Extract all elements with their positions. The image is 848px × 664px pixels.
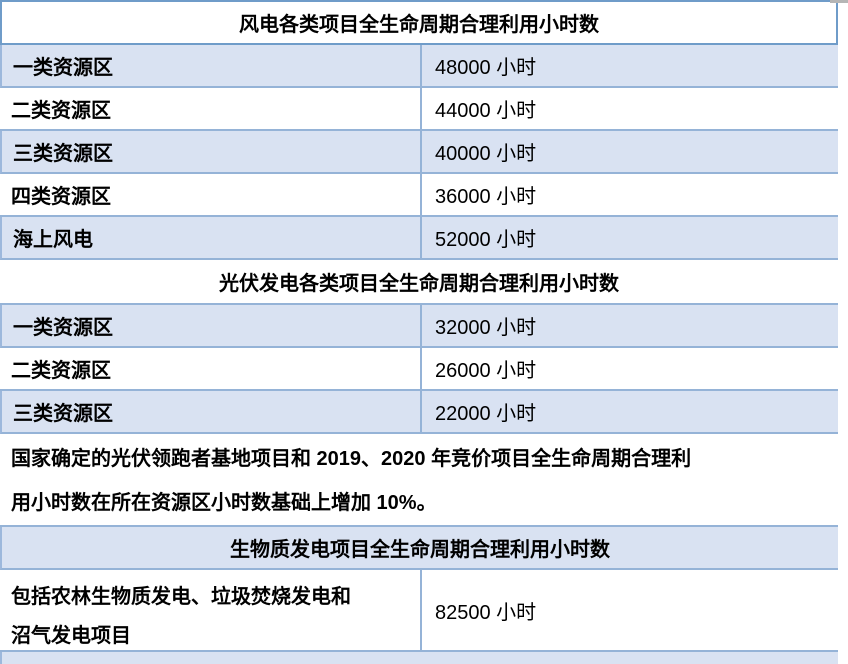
row-label-line: 包括农林生物质发电、垃圾焚烧发电和 bbox=[11, 586, 351, 608]
row-value: 32000 小时 bbox=[420, 305, 838, 346]
solar-note-line: 用小时数在所在资源区小时数基础上增加 10%。 bbox=[11, 492, 437, 514]
table-row: 三类资源区 22000 小时 bbox=[0, 391, 838, 434]
table-row: 海上风电 52000 小时 bbox=[0, 217, 838, 260]
row-label-line: 沼气发电项目 bbox=[11, 625, 131, 647]
solar-section-title: 光伏发电各类项目全生命周期合理利用小时数 bbox=[0, 260, 838, 305]
table-row: 一类资源区 32000 小时 bbox=[0, 305, 838, 348]
table-row: 四类资源区 36000 小时 bbox=[0, 174, 838, 217]
row-label: 二类资源区 bbox=[11, 100, 111, 122]
table-row: 二类资源区 44000 小时 bbox=[0, 88, 838, 131]
table-row: 三类资源区 40000 小时 bbox=[0, 131, 838, 174]
row-value: 44000 小时 bbox=[420, 88, 838, 129]
solar-note-line: 国家确定的光伏领跑者基地项目和 2019、2020 年竞价项目全生命周期合理利 bbox=[11, 448, 692, 470]
row-label: 三类资源区 bbox=[13, 403, 113, 425]
row-value: 82500 小时 bbox=[420, 570, 838, 650]
table-row: 一类资源区 48000 小时 bbox=[0, 45, 838, 88]
row-label: 二类资源区 bbox=[11, 360, 111, 382]
row-label: 一类资源区 bbox=[13, 57, 113, 79]
row-value: 52000 小时 bbox=[420, 217, 838, 258]
row-label: 三类资源区 bbox=[13, 143, 113, 165]
biomass-section-title: 生物质发电项目全生命周期合理利用小时数 bbox=[0, 527, 838, 570]
row-value: 48000 小时 bbox=[420, 45, 838, 86]
row-label: 包括农林生物质发电、垃圾焚烧发电和 沼气发电项目 bbox=[0, 570, 420, 650]
window-edge-fragment bbox=[830, 0, 848, 3]
row-value: 26000 小时 bbox=[420, 348, 838, 389]
row-value: 40000 小时 bbox=[420, 131, 838, 172]
cutoff-row-strip bbox=[0, 652, 838, 664]
row-value: 36000 小时 bbox=[420, 174, 838, 215]
row-label: 四类资源区 bbox=[11, 186, 111, 208]
solar-note: 国家确定的光伏领跑者基地项目和 2019、2020 年竞价项目全生命周期合理利 … bbox=[0, 434, 838, 527]
table-row: 包括农林生物质发电、垃圾焚烧发电和 沼气发电项目 82500 小时 bbox=[0, 570, 838, 652]
table-row: 二类资源区 26000 小时 bbox=[0, 348, 838, 391]
row-label: 海上风电 bbox=[13, 229, 93, 251]
wind-section-title: 风电各类项目全生命周期合理利用小时数 bbox=[0, 0, 838, 45]
row-label: 一类资源区 bbox=[13, 317, 113, 339]
row-value: 22000 小时 bbox=[420, 391, 838, 432]
